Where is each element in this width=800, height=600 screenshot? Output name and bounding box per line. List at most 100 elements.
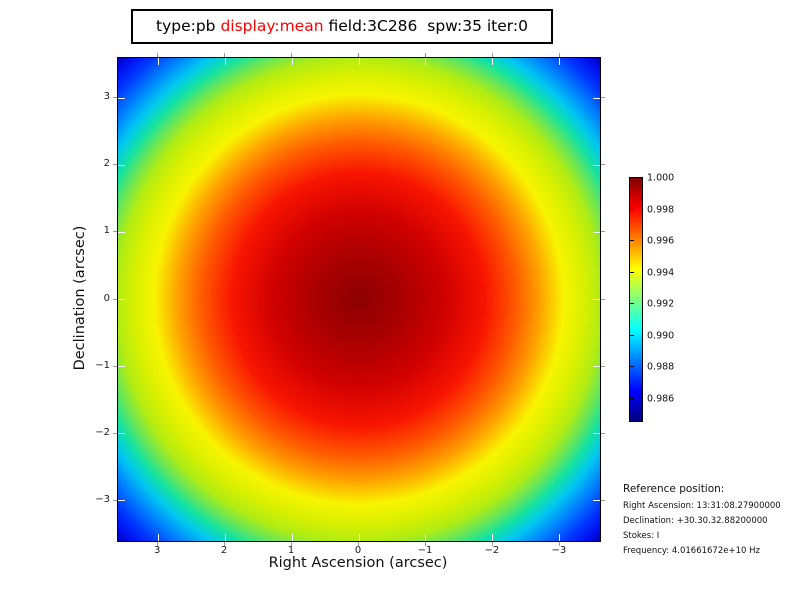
colorbar-tick-mark	[630, 240, 634, 242]
y-tick-mark	[593, 299, 600, 300]
x-tick-label: −3	[551, 545, 567, 556]
title-box: type:pb display:mean field:3C286 spw:35 …	[131, 9, 553, 44]
x-tick-mark-outer	[424, 542, 426, 546]
y-tick-mark	[118, 97, 125, 99]
x-tick-mark-outer	[358, 53, 359, 57]
x-tick-label: 0	[354, 545, 362, 556]
x-tick-mark-outer	[224, 542, 226, 546]
x-tick-mark	[559, 58, 561, 65]
x-tick-mark-outer	[558, 542, 560, 546]
y-tick-mark-outer	[601, 164, 605, 166]
colorbar-tick-label: 0.996	[647, 235, 675, 247]
x-tick-mark	[291, 534, 293, 541]
y-tick-mark-outer	[601, 231, 605, 233]
title-segment: field:3C286 spw:35 iter:0	[323, 16, 528, 35]
x-tick-mark	[425, 534, 427, 541]
y-tick-mark-outer	[601, 97, 605, 99]
x-tick-mark	[425, 58, 427, 65]
y-tick-mark	[593, 433, 600, 435]
y-tick-label: −3	[95, 493, 110, 505]
colorbar-tick-label: 0.988	[647, 361, 675, 373]
reference-line: Right Ascension: 13:31:08.27900000	[623, 501, 781, 511]
y-tick-mark-outer	[113, 499, 117, 501]
y-tick-label: −1	[95, 359, 110, 371]
title-segment: type:pb	[156, 16, 221, 35]
reference-line: Declination: +30.30.32.88200000	[623, 515, 768, 526]
colorbar-tick-mark	[630, 208, 634, 210]
y-tick-mark	[593, 231, 600, 233]
colorbar-tick-mark	[630, 271, 634, 273]
x-tick-mark	[492, 534, 494, 541]
x-tick-mark	[358, 58, 360, 65]
x-tick-mark-outer	[358, 542, 359, 546]
colorbar	[629, 177, 643, 422]
colorbar-tick-label: 0.990	[647, 330, 675, 342]
y-tick-label: −2	[95, 426, 110, 438]
y-tick-mark-outer	[601, 432, 605, 434]
colorbar-tick-mark	[630, 303, 634, 305]
colorbar-tick-label: 0.998	[647, 203, 675, 215]
y-tick-mark-outer	[601, 298, 605, 300]
y-tick-mark-outer	[113, 365, 117, 367]
reference-position-block: Reference position: Right Ascension: 13:…	[623, 483, 781, 562]
x-tick-label: 3	[153, 545, 161, 556]
y-tick-label: 0	[103, 292, 110, 304]
reference-line: Frequency: 4.01661672e+10 Hz	[623, 545, 760, 556]
y-tick-mark	[593, 500, 600, 502]
pb-image-canvas[interactable]	[117, 57, 601, 542]
x-tick-mark	[157, 534, 159, 541]
x-tick-mark	[224, 534, 226, 541]
colorbar-tick-label: 0.994	[647, 266, 675, 278]
colorbar-tick-mark	[630, 397, 634, 399]
x-tick-mark	[224, 58, 226, 65]
y-tick-mark-outer	[601, 365, 605, 367]
x-tick-mark	[358, 534, 360, 541]
x-tick-mark-outer	[224, 53, 226, 57]
x-tick-label: −2	[484, 545, 500, 556]
x-tick-mark	[291, 58, 293, 65]
title-segment: display:mean	[220, 16, 324, 35]
y-tick-mark-outer	[601, 499, 605, 501]
x-tick-mark	[157, 58, 159, 65]
x-tick-mark-outer	[491, 53, 493, 57]
x-tick-mark-outer	[491, 542, 493, 546]
colorbar-tick-label: 1.000	[647, 172, 675, 184]
x-tick-mark-outer	[157, 53, 159, 57]
y-tick-label: 1	[103, 225, 110, 237]
colorbar-tick-mark	[630, 366, 634, 368]
reference-position-heading: Reference position:	[623, 483, 725, 495]
colorbar-tick-mark	[630, 334, 634, 336]
x-tick-label: 2	[220, 545, 228, 556]
x-tick-mark-outer	[424, 53, 426, 57]
y-tick-mark	[118, 231, 125, 233]
y-tick-mark	[118, 164, 125, 166]
x-tick-mark	[492, 58, 494, 65]
x-tick-mark-outer	[291, 542, 293, 546]
y-tick-mark	[118, 299, 125, 300]
y-tick-mark	[593, 97, 600, 99]
y-tick-mark	[593, 164, 600, 166]
reference-position-lines: Right Ascension: 13:31:08.27900000 Declin…	[623, 502, 781, 556]
x-tick-mark-outer	[291, 53, 293, 57]
x-tick-mark-outer	[558, 53, 560, 57]
y-tick-mark-outer	[113, 231, 117, 233]
y-tick-mark-outer	[113, 97, 117, 99]
y-tick-mark	[118, 500, 125, 502]
y-tick-mark	[593, 366, 600, 368]
colorbar-tick-label: 0.986	[647, 393, 675, 405]
y-tick-label: 2	[103, 158, 110, 170]
x-tick-mark-outer	[157, 542, 159, 546]
x-tick-label: 1	[287, 545, 295, 556]
y-tick-mark-outer	[113, 432, 117, 434]
y-tick-label: 3	[103, 91, 110, 103]
x-axis-label: Right Ascension (arcsec)	[268, 555, 448, 571]
y-tick-mark	[118, 366, 125, 368]
x-tick-label: −1	[417, 545, 433, 556]
y-tick-mark-outer	[113, 298, 117, 300]
y-axis-label: Declination (arcsec)	[72, 225, 88, 371]
x-tick-mark	[559, 534, 561, 541]
y-tick-mark	[118, 433, 125, 435]
reference-line: Stokes: I	[623, 530, 660, 541]
colorbar-tick-label: 0.992	[647, 298, 675, 310]
